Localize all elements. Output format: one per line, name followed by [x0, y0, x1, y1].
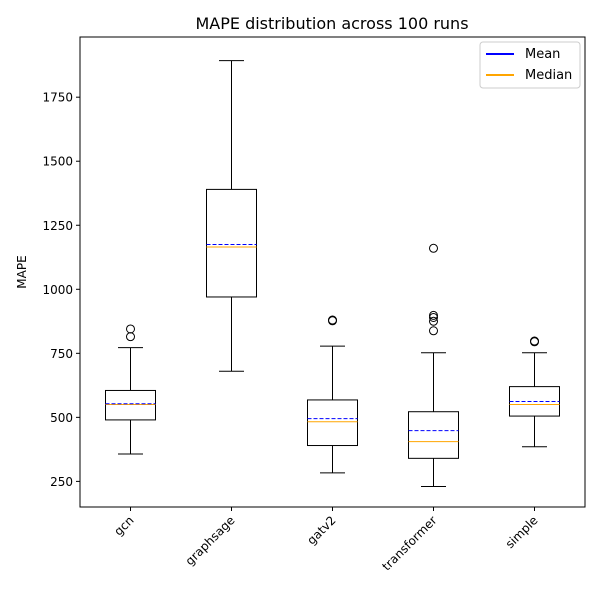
y-axis: 250 500 750 1000 1250 1500 1750 [42, 91, 80, 489]
y-tick-label: 250 [50, 475, 73, 489]
y-tick-label: 1000 [42, 283, 73, 297]
iqr-box [408, 411, 459, 459]
box-graphsage [206, 60, 257, 372]
outlier-point [530, 336, 539, 346]
box-series [105, 60, 560, 488]
legend: Mean Median [479, 41, 581, 89]
x-axis: gcn graphsage gatv2 transformer simple [111, 507, 541, 573]
y-tick-label: 500 [50, 411, 73, 425]
box-transformer [408, 243, 459, 488]
outlier-point [126, 324, 135, 334]
iqr-box [105, 389, 156, 421]
x-tick-label: graphsage [183, 513, 238, 568]
outlier-point [429, 326, 438, 336]
box-gcn [105, 324, 156, 455]
y-tick-label: 1250 [42, 219, 73, 233]
x-tick-label: gatv2 [304, 513, 338, 547]
outlier-point [429, 310, 438, 320]
y-tick-label: 1500 [42, 155, 73, 169]
legend-median-label: Median [525, 68, 572, 83]
box-gatv2 [307, 315, 358, 474]
box-simple [509, 336, 560, 448]
y-tick-label: 750 [50, 347, 73, 361]
iqr-box [206, 188, 257, 298]
chart-title: MAPE distribution across 100 runs [195, 14, 468, 33]
outlier-point [126, 332, 135, 342]
x-tick-label: transformer [379, 513, 439, 573]
x-tick-label: gcn [111, 513, 136, 538]
y-tick-label: 1750 [42, 91, 73, 105]
outlier-point [328, 315, 337, 325]
legend-mean-label: Mean [525, 47, 560, 62]
outlier-point [429, 316, 438, 326]
outlier-point [429, 243, 438, 253]
iqr-box [307, 399, 358, 447]
x-tick-label: simple [503, 513, 541, 551]
plot-area [79, 36, 586, 508]
y-axis-label: MAPE [15, 255, 29, 288]
